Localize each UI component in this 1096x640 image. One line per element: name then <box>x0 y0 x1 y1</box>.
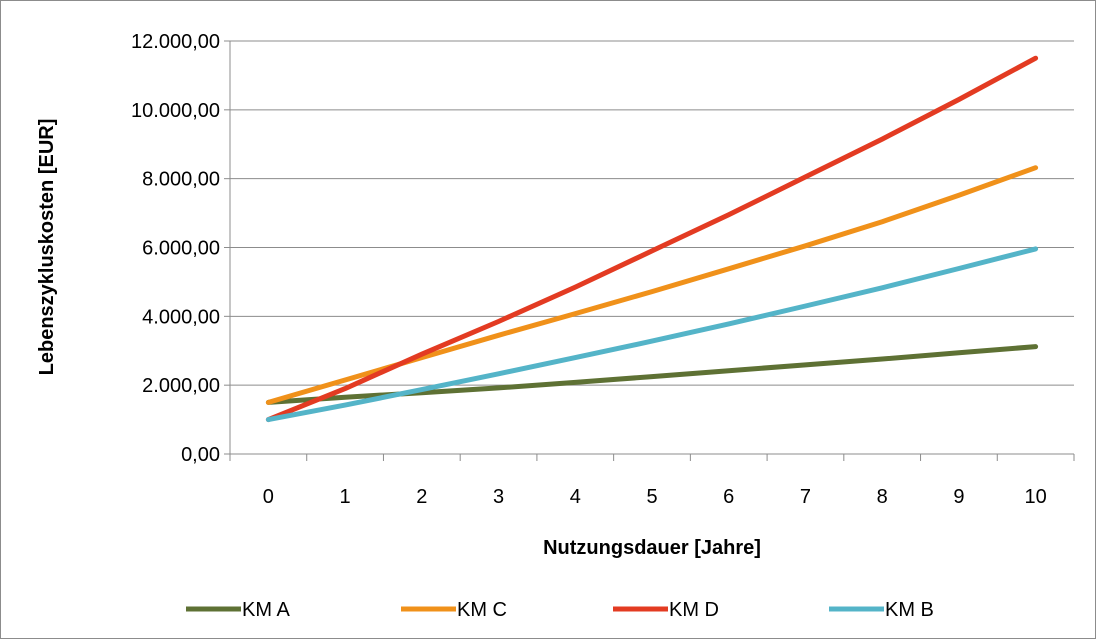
tick-labels: 0,00 2.000,00 4.000,00 6.000,00 8.000,00 10.0… <box>131 31 1047 508</box>
gridlines <box>230 40 1074 386</box>
x-tick-label: 7 <box>800 486 811 508</box>
y-tick-label: 8.000,00 <box>142 169 220 191</box>
x-tick-label: 10 <box>1025 486 1047 508</box>
legend-label-km-a: KM A <box>242 599 290 621</box>
axes <box>224 40 1075 461</box>
x-tick-label: 8 <box>877 486 888 508</box>
series-line-km-a <box>265 344 1039 405</box>
y-tick-label: 0,00 <box>181 444 220 466</box>
series-line-km-b <box>265 246 1039 423</box>
x-axis-title: Nutzungsdauer [Jahre] <box>543 537 761 559</box>
y-tick-label: 4.000,00 <box>142 306 220 328</box>
legend-label-km-c: KM C <box>457 599 507 621</box>
x-tick-label: 0 <box>263 486 274 508</box>
y-tick-label: 12.000,00 <box>131 31 220 53</box>
x-tick-label: 9 <box>953 486 964 508</box>
y-tick-label: 6.000,00 <box>142 238 220 260</box>
series-lines <box>265 55 1039 423</box>
legend: KM A KM C KM D KM B <box>186 599 934 621</box>
x-tick-label: 6 <box>723 486 734 508</box>
x-tick-label: 5 <box>646 486 657 508</box>
y-axis-title: Lebenszykluskosten [EUR] <box>36 119 58 376</box>
series-line-km-c <box>265 165 1039 405</box>
x-tick-label: 2 <box>416 486 427 508</box>
x-tick-label: 1 <box>340 486 351 508</box>
x-tick-label: 3 <box>493 486 504 508</box>
x-tick-label: 4 <box>570 486 581 508</box>
legend-label-km-d: KM D <box>669 599 719 621</box>
y-tick-label: 2.000,00 <box>142 375 220 397</box>
y-tick-label: 10.000,00 <box>131 100 220 122</box>
series-line-km-d <box>265 55 1039 423</box>
legend-label-km-b: KM B <box>885 599 934 621</box>
